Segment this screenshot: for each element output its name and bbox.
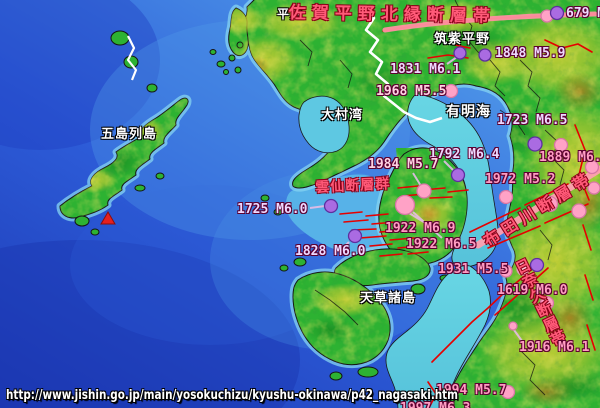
epicenter-marker-pink (498, 189, 514, 205)
omura-bay-water (298, 95, 350, 154)
epicenter-marker-pink (394, 194, 416, 216)
leader-lines (309, 56, 523, 342)
epicenter-marker-purple (323, 198, 339, 214)
epicenter-marker-pink (499, 264, 513, 278)
epicenter-marker-pink (553, 137, 569, 153)
epicenter-marker-purple (453, 46, 467, 60)
epicenter-marker-purple (450, 167, 466, 183)
saga-heiya-fault-band (382, 11, 598, 33)
epicenter-marker-pink (500, 384, 516, 400)
epicenter-marker-pink (587, 181, 600, 195)
epicenter-marker-purple (529, 257, 545, 273)
inner-seas (298, 93, 499, 408)
epicenter-marker-pink (443, 83, 459, 99)
epicenter-marker-purple (549, 5, 565, 21)
futagawa-fault-band (474, 165, 600, 249)
epicenter-marker-pink (539, 295, 555, 311)
epicenter-marker-pinkpale (516, 262, 530, 276)
epicenter-marker-pink (584, 159, 600, 175)
epicenter-marker-purple (478, 48, 492, 62)
epicenter-marker-pink (508, 321, 518, 331)
epicenter-marker-pink (416, 183, 432, 199)
land-masses (59, 0, 600, 408)
tachibana-bay-water (286, 174, 398, 267)
fault-bands (382, 11, 600, 249)
epicenter-markers (323, 5, 600, 400)
ariake-sea-water (407, 93, 499, 268)
volcano-triangle-icon (100, 211, 116, 225)
yatsushiro-sea-water (385, 265, 491, 408)
source-url-text: http://www.jishin.go.jp/main/yosokuchizu… (6, 388, 458, 403)
prefecture-border (126, 5, 443, 124)
epicenter-marker-pink (571, 203, 587, 219)
epicenter-marker-pink (541, 195, 559, 213)
admin-borders (299, 0, 565, 396)
epicenter-marker-purple (527, 136, 543, 152)
epicenter-marker-purple (347, 228, 363, 244)
